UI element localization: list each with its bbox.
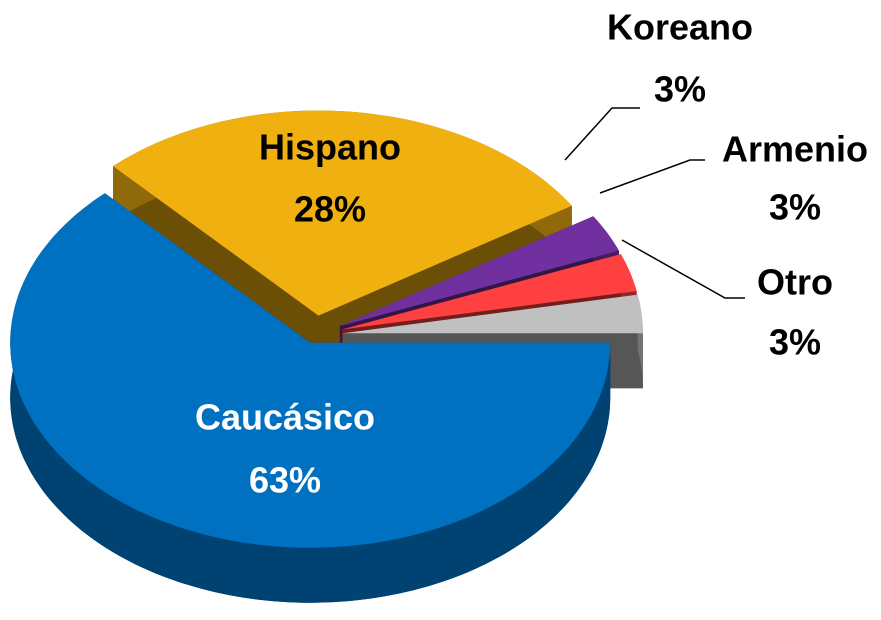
slice-top: [113, 110, 572, 316]
category-label: Koreano: [607, 7, 753, 48]
slice-top: [339, 216, 619, 327]
category-label: Armenio: [722, 129, 868, 170]
leader-line: [564, 107, 640, 161]
slice-top: [341, 254, 637, 330]
leader-line: [621, 239, 745, 299]
slice: [10, 193, 611, 603]
category-label: Caucásico: [195, 397, 375, 438]
slice-top: [342, 294, 643, 334]
value-label: 3%: [654, 69, 706, 110]
value-label: 3%: [769, 322, 821, 363]
category-label: Hispano: [259, 127, 401, 168]
value-label: 63%: [249, 460, 321, 501]
leader-line: [599, 159, 705, 194]
slice-top: [10, 193, 611, 548]
category-label: Otro: [757, 262, 833, 303]
value-label: 28%: [294, 189, 366, 230]
value-label: 3%: [769, 187, 821, 228]
